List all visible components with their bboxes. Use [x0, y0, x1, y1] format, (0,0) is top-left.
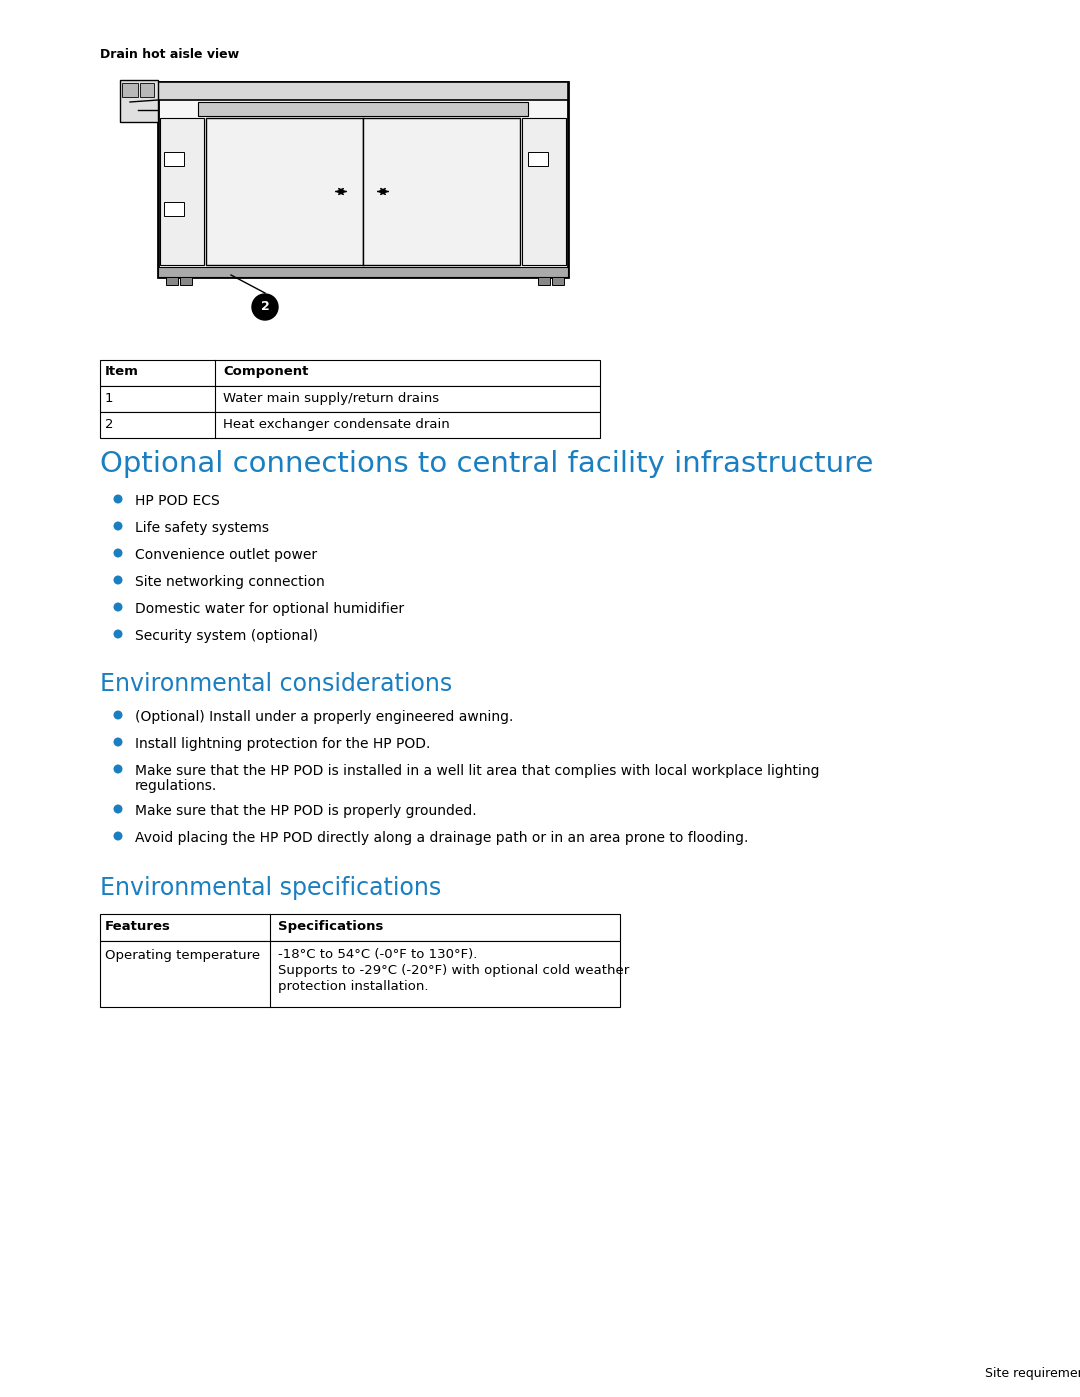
Bar: [363, 117, 519, 265]
Text: Environmental specifications: Environmental specifications: [100, 876, 442, 900]
Text: protection installation.: protection installation.: [278, 981, 429, 993]
Text: Life safety systems: Life safety systems: [135, 521, 269, 535]
Bar: [206, 117, 363, 265]
Text: Site networking connection: Site networking connection: [135, 576, 325, 590]
Bar: [198, 102, 528, 116]
Text: 2: 2: [105, 418, 113, 432]
Bar: [180, 277, 192, 285]
Circle shape: [113, 805, 122, 813]
Bar: [522, 117, 566, 265]
Text: (Optional) Install under a properly engineered awning.: (Optional) Install under a properly engi…: [135, 710, 513, 724]
Bar: [160, 117, 204, 265]
Bar: [164, 203, 184, 217]
Circle shape: [113, 549, 122, 557]
Text: Item: Item: [105, 365, 139, 379]
Bar: [158, 82, 568, 101]
Circle shape: [113, 521, 122, 531]
Text: Environmental considerations: Environmental considerations: [100, 672, 453, 696]
Circle shape: [113, 602, 122, 612]
Text: Water main supply/return drains: Water main supply/return drains: [222, 393, 440, 405]
Text: Component: Component: [222, 365, 309, 379]
Circle shape: [113, 831, 122, 841]
Text: Supports to -29°C (-20°F) with optional cold weather: Supports to -29°C (-20°F) with optional …: [278, 964, 630, 977]
Text: Heat exchanger condensate drain: Heat exchanger condensate drain: [222, 418, 449, 432]
Bar: [100, 942, 620, 1007]
Bar: [158, 267, 568, 277]
Text: Avoid placing the HP POD directly along a drainage path or in an area prone to f: Avoid placing the HP POD directly along …: [135, 831, 748, 845]
Text: Site requirements   7: Site requirements 7: [985, 1368, 1080, 1380]
Text: 1: 1: [105, 393, 113, 405]
Bar: [528, 152, 548, 166]
Text: HP POD ECS: HP POD ECS: [135, 495, 219, 509]
Text: 2: 2: [260, 300, 269, 313]
Text: Operating temperature: Operating temperature: [105, 949, 260, 963]
Text: Security system (optional): Security system (optional): [135, 629, 319, 643]
Circle shape: [113, 576, 122, 584]
Text: Install lightning protection for the HP POD.: Install lightning protection for the HP …: [135, 738, 430, 752]
Bar: [538, 277, 550, 285]
Text: Domestic water for optional humidifier: Domestic water for optional humidifier: [135, 602, 404, 616]
Circle shape: [252, 293, 278, 320]
Bar: [552, 277, 564, 285]
Circle shape: [113, 764, 122, 774]
Text: Make sure that the HP POD is properly grounded.: Make sure that the HP POD is properly gr…: [135, 805, 476, 819]
Bar: [158, 82, 568, 277]
Circle shape: [113, 495, 122, 503]
Bar: [100, 914, 620, 942]
Text: Drain hot aisle view: Drain hot aisle view: [100, 47, 239, 61]
Bar: [140, 82, 154, 96]
Bar: [120, 80, 158, 122]
Text: Make sure that the HP POD is installed in a well lit area that complies with loc: Make sure that the HP POD is installed i…: [135, 764, 820, 778]
Bar: [122, 82, 138, 96]
Text: regulations.: regulations.: [135, 780, 217, 793]
Bar: [100, 360, 600, 386]
Bar: [100, 412, 600, 439]
Text: Convenience outlet power: Convenience outlet power: [135, 548, 318, 562]
Circle shape: [113, 738, 122, 746]
Text: Features: Features: [105, 921, 171, 933]
Text: Specifications: Specifications: [278, 921, 383, 933]
Text: Optional connections to central facility infrastructure: Optional connections to central facility…: [100, 450, 874, 478]
Bar: [100, 386, 600, 412]
Bar: [166, 277, 178, 285]
Bar: [164, 152, 184, 166]
Circle shape: [113, 630, 122, 638]
Circle shape: [113, 711, 122, 719]
Text: -18°C to 54°C (-0°F to 130°F).: -18°C to 54°C (-0°F to 130°F).: [278, 949, 477, 961]
